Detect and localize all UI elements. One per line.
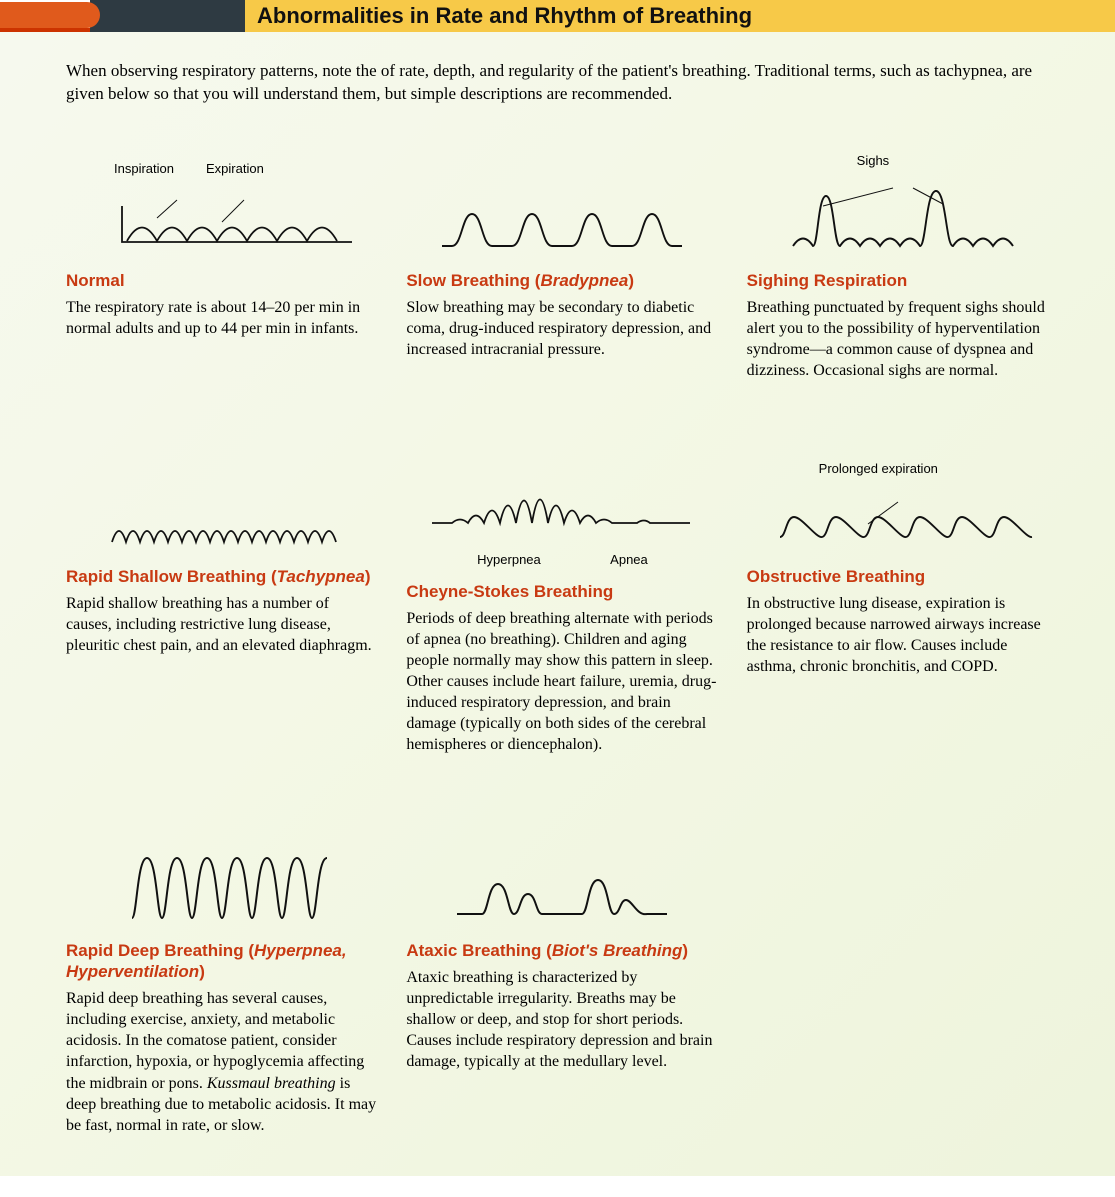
wave-svg — [442, 866, 682, 926]
label-hyperpnea: Hyperpnea — [477, 552, 541, 567]
pattern-name: Rapid Deep Breathing (Hyperpnea, Hyperve… — [66, 940, 378, 983]
pattern-desc: Rapid shallow breathing has a number of … — [66, 593, 378, 656]
desc-term: Kussmaul breathing — [207, 1075, 336, 1092]
name-text: Slow Breathing — [406, 271, 530, 290]
name-text: Ataxic Breathing — [406, 941, 541, 960]
pattern-normal: Inspiration Expiration Normal The respir… — [66, 161, 378, 382]
cheyne-sublabels: Hyperpnea Apnea — [442, 552, 682, 567]
pattern-name: Sighing Respiration — [747, 270, 1059, 291]
wave-hyperpnea — [66, 831, 378, 926]
paren-text: Tachypnea — [277, 567, 365, 586]
wave-sighing: Sighs — [747, 161, 1059, 256]
label-prolonged: Prolonged expiration — [819, 461, 938, 476]
pattern-cheyne: Hyperpnea Apnea Cheyne-Stokes Breathing … — [406, 457, 718, 756]
wave-svg — [768, 482, 1038, 552]
paren-text: Biot's Breathing — [552, 941, 683, 960]
pattern-desc: Breathing punctuated by frequent sighs s… — [747, 297, 1059, 381]
pattern-obstructive: Prolonged expiration Obstructive Breathi… — [747, 457, 1059, 756]
wave-normal: Inspiration Expiration — [66, 161, 378, 256]
wave-svg — [97, 507, 347, 552]
pattern-name: Obstructive Breathing — [747, 566, 1059, 587]
pattern-hyperpnea: Rapid Deep Breathing (Hyperpnea, Hyperve… — [66, 831, 378, 1136]
wave-svg — [107, 846, 337, 926]
pattern-desc: Rapid deep breathing has several causes,… — [66, 988, 378, 1136]
pattern-tachypnea: Rapid Shallow Breathing (Tachypnea) Rapi… — [66, 457, 378, 756]
pattern-empty — [747, 831, 1059, 1136]
page-title: Abnormalities in Rate and Rhythm of Brea… — [245, 0, 1115, 32]
paren-text: Bradypnea — [540, 271, 628, 290]
wave-tachypnea — [66, 457, 378, 552]
header-bar: Abnormalities in Rate and Rhythm of Brea… — [0, 0, 1115, 32]
pattern-desc: Ataxic breathing is characterized by unp… — [406, 967, 718, 1073]
pattern-ataxic: Ataxic Breathing (Biot's Breathing) Atax… — [406, 831, 718, 1136]
pattern-desc: The respiratory rate is about 14–20 per … — [66, 297, 378, 339]
pattern-name: Slow Breathing (Bradypnea) — [406, 270, 718, 291]
label-inspiration: Inspiration — [114, 161, 174, 176]
wave-svg — [778, 176, 1028, 256]
pattern-bradypnea: Slow Breathing (Bradypnea) Slow breathin… — [406, 161, 718, 382]
wave-svg — [432, 196, 692, 256]
intro-text: When observing respiratory patterns, not… — [66, 60, 1059, 106]
pattern-sighing: Sighs Sighing Respiration Breathing punc… — [747, 161, 1059, 382]
wave-svg — [82, 186, 362, 256]
page-body: When observing respiratory patterns, not… — [0, 32, 1115, 1176]
pattern-name: Ataxic Breathing (Biot's Breathing) — [406, 940, 718, 961]
name-text: Rapid Shallow Breathing — [66, 567, 266, 586]
pattern-desc: In obstructive lung disease, expiration … — [747, 593, 1059, 677]
wave-bradypnea — [406, 161, 718, 256]
wave-svg — [422, 468, 702, 548]
pattern-desc: Slow breathing may be secondary to diabe… — [406, 297, 718, 360]
label-expiration: Expiration — [206, 161, 264, 176]
pattern-name: Rapid Shallow Breathing (Tachypnea) — [66, 566, 378, 587]
patterns-grid: Inspiration Expiration Normal The respir… — [66, 161, 1059, 1136]
pattern-desc: Periods of deep breathing alternate with… — [406, 608, 718, 756]
wave-cheyne: Hyperpnea Apnea — [406, 457, 718, 567]
label-sighs: Sighs — [857, 153, 890, 168]
wave-obstructive: Prolonged expiration — [747, 457, 1059, 552]
header-gray — [90, 0, 245, 32]
name-text: Rapid Deep Breathing — [66, 941, 244, 960]
pattern-name: Cheyne-Stokes Breathing — [406, 581, 718, 602]
label-apnea: Apnea — [610, 552, 648, 567]
pattern-name: Normal — [66, 270, 378, 291]
header-tab — [0, 2, 100, 28]
wave-ataxic — [406, 831, 718, 926]
